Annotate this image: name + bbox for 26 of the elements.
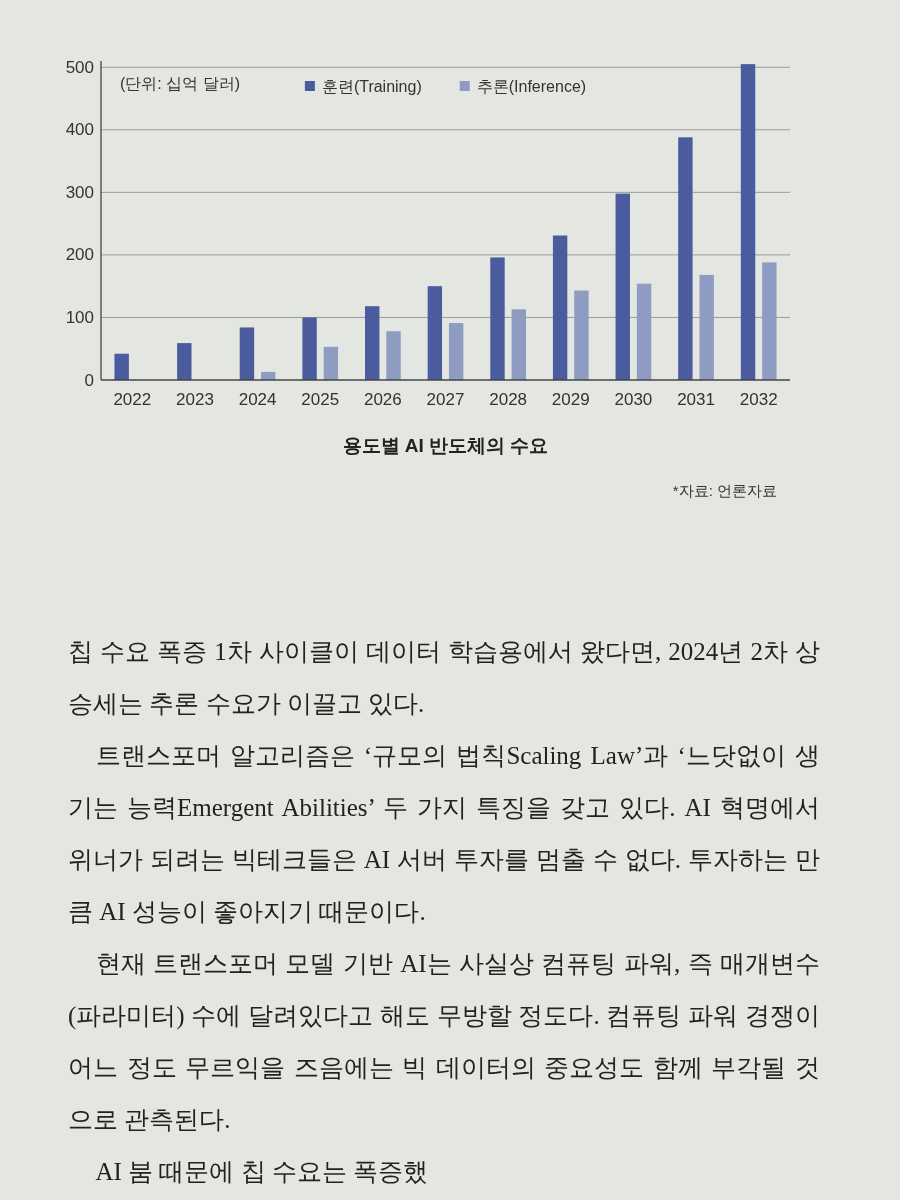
legend-label: 훈련(Training) xyxy=(321,77,422,95)
source-note: *자료: 언론자료 xyxy=(672,481,777,499)
x-tick-label: 2032 xyxy=(739,389,778,409)
y-tick-label: 100 xyxy=(65,307,94,327)
body-paragraph: 현재 트랜스포머 모델 기반 AI는 사실상 컴퓨팅 파워, 즉 매개변수(파라미터) 수에 달려있다고 해도 무방할 정도다. 컴퓨팅 파워 경쟁이 어느 정도 무르익을 즈음에는 빅 데이터의 중요성도 함께 부각될 것으로 관측된다. xyxy=(68,949,820,1135)
y-tick-label: 200 xyxy=(65,245,94,265)
x-tick-label: 2027 xyxy=(426,389,465,409)
y-tick-label: 300 xyxy=(65,182,94,202)
x-tick-label: 2028 xyxy=(489,389,528,409)
x-tick-label: 2025 xyxy=(301,389,340,409)
title: 용도별 AI 반도체의 수요 xyxy=(342,434,549,456)
legend-label: 추론(Inference) xyxy=(476,77,587,95)
x-tick-label: 2029 xyxy=(551,389,590,409)
y-tick-label: 0 xyxy=(84,370,94,390)
body-paragraph: AI 붐 때문에 칩 수요는 폭증했 xyxy=(94,1157,430,1187)
x-tick-label: 2026 xyxy=(363,389,402,409)
x-tick-label: 2023 xyxy=(176,389,214,409)
x-tick-label: 2031 xyxy=(677,389,715,409)
y-tick-label: 500 xyxy=(65,57,94,77)
body-paragraph: 칩 수요 폭증 1차 사이클이 데이터 학습용에서 왔다면, 2024년 2차 상승세는 추론 수요가 이끌고 있다. xyxy=(68,637,820,719)
x-tick-label: 2022 xyxy=(113,389,152,409)
x-tick-label: 2030 xyxy=(614,389,653,409)
body-paragraph: 트랜스포머 알고리즘은 ‘규모의 법칙Scaling Law’과 ‘느닷없이 생기는 능력Emergent Abilities’ 두 가지 특징을 갖고 있다. AI 혁명에서 위너가 되려는 빅테크들은 AI 서버 투자를 멈출 수 없다. 투자하는 만큼 AI 성능이 좋아지기 때문이다. xyxy=(68,741,820,927)
y-axis-title: (단위: 십억 달러) xyxy=(120,74,240,92)
y-tick-label: 400 xyxy=(65,120,94,140)
x-tick-label: 2024 xyxy=(238,389,277,409)
